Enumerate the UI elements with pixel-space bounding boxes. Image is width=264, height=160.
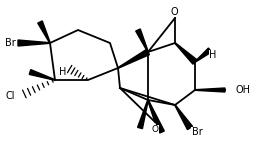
Polygon shape [136, 29, 148, 52]
Polygon shape [175, 105, 192, 130]
Polygon shape [195, 88, 225, 92]
Text: H: H [59, 67, 67, 77]
Polygon shape [148, 100, 164, 133]
Text: Br: Br [5, 38, 15, 48]
Text: H: H [209, 50, 217, 60]
Polygon shape [195, 48, 211, 62]
Polygon shape [138, 100, 148, 129]
Polygon shape [38, 21, 50, 43]
Polygon shape [118, 49, 149, 68]
Polygon shape [175, 43, 197, 64]
Polygon shape [29, 70, 55, 80]
Text: O: O [152, 125, 158, 135]
Text: OH: OH [235, 85, 251, 95]
Text: Br: Br [192, 127, 202, 137]
Polygon shape [18, 40, 50, 46]
Text: Cl: Cl [5, 91, 15, 101]
Text: O: O [170, 7, 178, 17]
